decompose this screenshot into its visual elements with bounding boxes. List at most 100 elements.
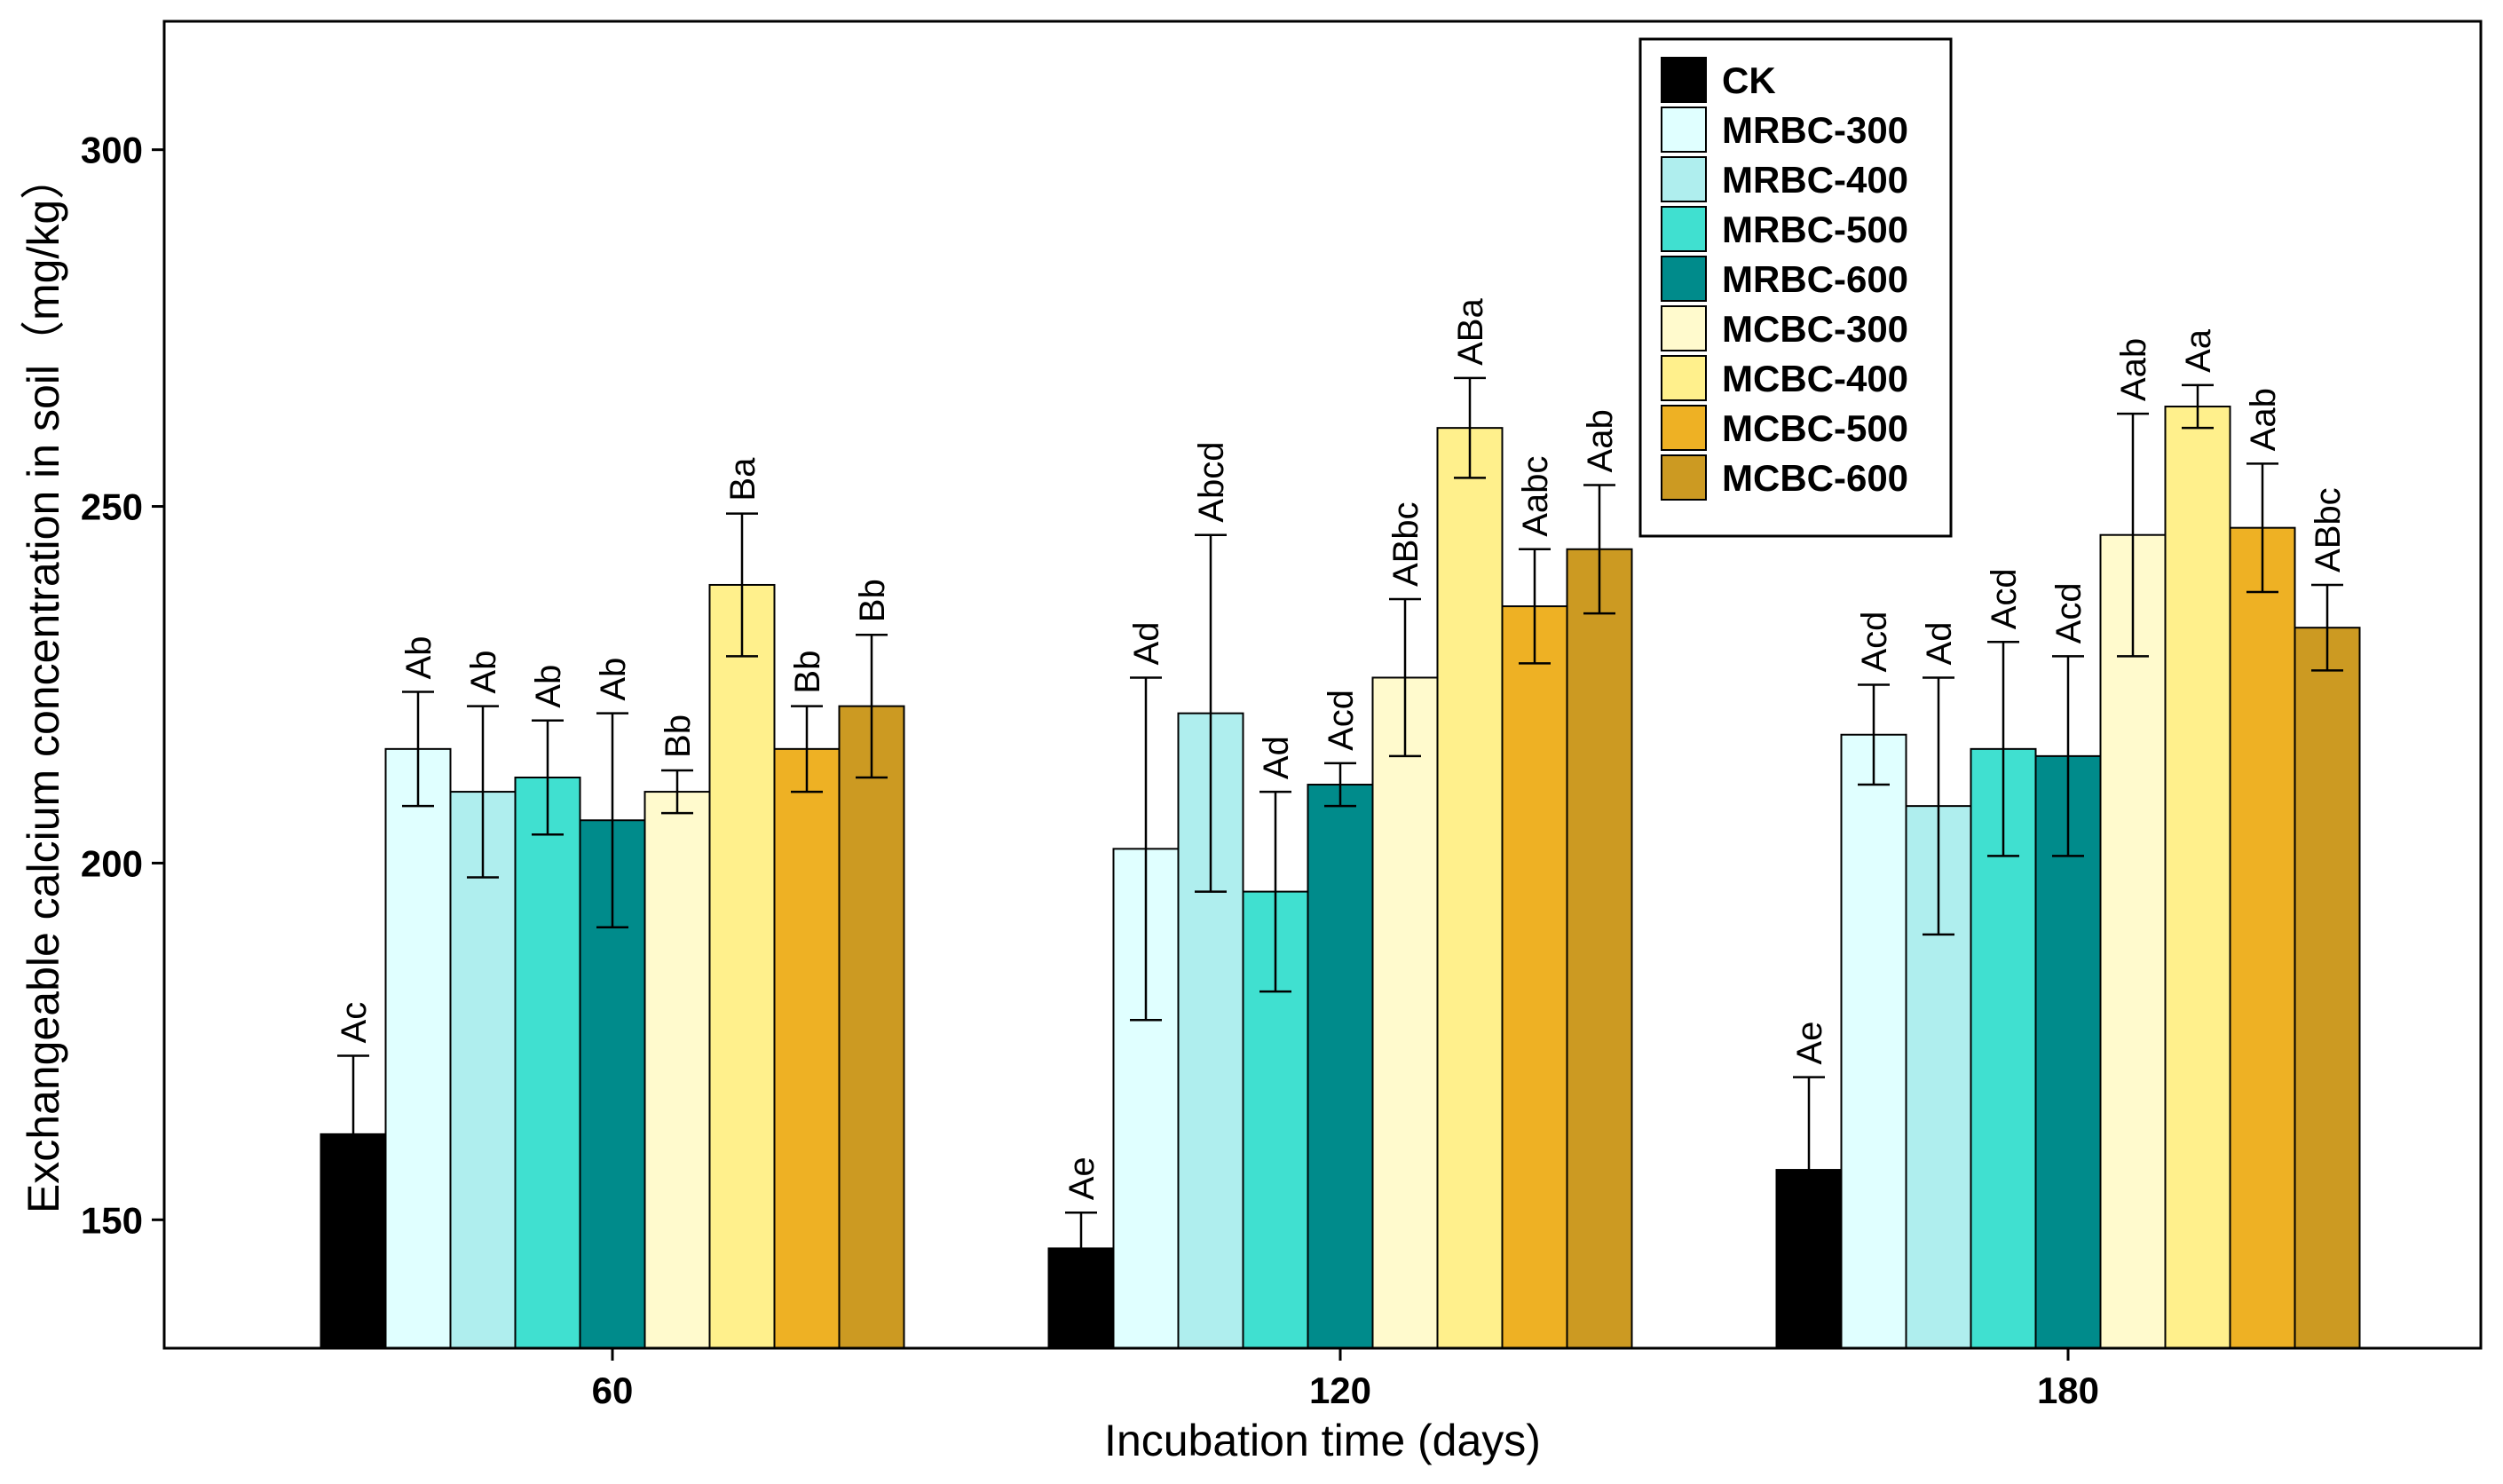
bar-mcbc-400-120: [1436, 427, 1504, 1350]
bar-mcbc-500-120: [1501, 605, 1568, 1349]
error-bar-mrbc-600-180: [2052, 655, 2084, 857]
error-bar-ck-120: [1065, 1212, 1097, 1285]
bar-mcbc-500-180: [2229, 526, 2296, 1349]
error-bar-mcbc-600-60: [856, 633, 888, 779]
sig-label-mrbc-500-120: Ad: [1257, 736, 1296, 779]
error-bar-mrbc-500-180: [1987, 641, 2019, 857]
sig-label-mrbc-300-60: Ab: [399, 636, 438, 680]
sig-label-mcbc-400-60: Ba: [723, 457, 762, 501]
legend-swatch-mcbc-400: [1661, 355, 1707, 401]
bar-mrbc-300-180: [1840, 733, 1907, 1349]
bar-mrbc-300-60: [384, 747, 452, 1349]
bar-mcbc-600-120: [1566, 548, 1633, 1349]
legend-label-mrbc-500: MRBC-500: [1722, 209, 1908, 250]
sig-label-ck-180: Ae: [1790, 1022, 1829, 1065]
sig-label-mrbc-400-120: Abcd: [1192, 442, 1231, 523]
legend-swatch-mrbc-500: [1661, 206, 1707, 252]
error-bar-mrbc-400-60: [467, 705, 499, 879]
error-bar-ck-60: [337, 1054, 369, 1214]
legend-label-mcbc-600: MCBC-600: [1722, 457, 1908, 499]
sig-label-mrbc-600-60: Ab: [594, 658, 633, 701]
legend-label-mrbc-400: MRBC-400: [1722, 159, 1908, 201]
bar-mcbc-400-180: [2164, 406, 2231, 1350]
error-bar-mcbc-500-180: [2246, 462, 2278, 594]
legend-swatch-mcbc-300: [1661, 305, 1707, 351]
plot-frame: [162, 20, 2483, 1350]
sig-label-mcbc-600-180: ABbc: [2309, 487, 2348, 572]
legend-swatch-ck: [1661, 57, 1707, 103]
bar-mrbc-600-120: [1307, 784, 1374, 1349]
bar-mcbc-500-60: [773, 747, 841, 1349]
error-bar-ck-180: [1793, 1076, 1825, 1264]
x-tick-label-60: 60: [592, 1370, 634, 1411]
y-axis-title: Exchangeable calcium concentration in so…: [19, 155, 68, 1213]
error-bar-mrbc-400-120: [1195, 533, 1227, 893]
error-bar-mcbc-500-60: [791, 705, 823, 793]
sig-label-mrbc-400-180: Ad: [1920, 622, 1959, 666]
y-tick-label-200: 200: [81, 842, 143, 884]
y-tick-label-150: 150: [81, 1199, 143, 1241]
legend-swatch-mcbc-600: [1661, 454, 1707, 501]
legend-swatch-mcbc-500: [1661, 405, 1707, 451]
error-bar-mcbc-600-120: [1583, 484, 1615, 615]
bars-layer: [320, 406, 2361, 1350]
sig-label-mcbc-600-60: Bb: [853, 579, 892, 622]
bar-mcbc-300-180: [2099, 533, 2167, 1349]
x-axis-title: Incubation time (days): [1104, 1416, 1541, 1465]
error-bar-mrbc-400-180: [1923, 676, 1954, 936]
error-bar-mcbc-300-180: [2117, 412, 2149, 658]
bar-mcbc-300-60: [644, 791, 711, 1349]
significance-labels-layer: Ac Ae Ae Ab Ad Acd Ab Abcd Ad Ab Ad Acd Ab Acd Acd Bb AB…: [335, 298, 2348, 1201]
y-tick-label-250: 250: [81, 486, 143, 528]
sig-label-mcbc-300-60: Bb: [659, 714, 698, 758]
sig-label-mcbc-500-180: Aab: [2244, 388, 2283, 451]
sig-label-mcbc-400-120: ABa: [1451, 298, 1490, 366]
error-bar-mcbc-300-60: [661, 769, 693, 815]
sig-label-mrbc-600-120: Acd: [1322, 690, 1361, 751]
sig-label-mcbc-300-180: Aab: [2114, 338, 2153, 401]
bar-mcbc-300-120: [1371, 676, 1439, 1349]
error-bar-mcbc-400-60: [726, 512, 758, 658]
legend-label-mcbc-500: MCBC-500: [1722, 407, 1908, 449]
error-bar-mrbc-500-120: [1259, 790, 1291, 993]
bar-mcbc-600-60: [838, 705, 905, 1349]
sig-label-mrbc-400-60: Ab: [464, 651, 503, 694]
legend-swatch-mrbc-400: [1661, 156, 1707, 202]
legend-label-ck: CK: [1722, 59, 1776, 101]
y-axis: 150 200 250 300: [81, 130, 164, 1241]
legend: CK MRBC-300 MRBC-400 MRBC-500 MRBC-600 MCBC-3…: [1638, 37, 1953, 538]
sig-label-mrbc-300-120: Ad: [1127, 622, 1166, 666]
sig-label-mcbc-500-60: Bb: [788, 651, 827, 694]
legend-label-mrbc-300: MRBC-300: [1722, 109, 1908, 151]
sig-label-mrbc-600-180: Acd: [2049, 582, 2088, 643]
sig-label-mcbc-500-120: Aabc: [1516, 456, 1555, 537]
sig-label-ck-120: Ae: [1062, 1156, 1101, 1200]
bar-mcbc-400-60: [708, 583, 776, 1349]
error-bar-mcbc-500-120: [1519, 548, 1551, 665]
sig-label-mcbc-600-120: Aab: [1581, 409, 1620, 472]
bar-mrbc-500-60: [514, 776, 581, 1349]
error-bar-mrbc-300-60: [402, 691, 434, 808]
legend-swatch-mrbc-600: [1661, 256, 1707, 302]
sig-label-mcbc-300-120: ABbc: [1386, 501, 1425, 587]
y-tick-label-300: 300: [81, 130, 143, 171]
legend-swatch-mrbc-300: [1661, 107, 1707, 153]
error-bars-layer: [337, 376, 2343, 1285]
legend-label-mcbc-400: MCBC-400: [1722, 358, 1908, 399]
error-bar-mcbc-600-180: [2311, 583, 2343, 672]
error-bar-mrbc-600-60: [596, 712, 628, 929]
error-bar-mrbc-500-60: [532, 719, 564, 836]
error-bar-mcbc-400-120: [1454, 376, 1486, 479]
sig-label-mrbc-500-180: Acd: [1985, 568, 2024, 629]
sig-label-mcbc-400-180: Aa: [2179, 328, 2218, 373]
error-bar-mrbc-300-180: [1858, 683, 1890, 786]
error-bar-mrbc-300-120: [1130, 676, 1162, 1022]
x-tick-label-120: 120: [1309, 1370, 1371, 1411]
error-bar-mcbc-300-120: [1389, 597, 1421, 758]
x-axis: 60 120 180: [592, 1348, 2099, 1411]
error-bar-mcbc-400-180: [2182, 383, 2214, 430]
error-bar-mrbc-600-120: [1324, 762, 1356, 808]
sig-label-mrbc-300-180: Acd: [1855, 612, 1894, 673]
x-tick-label-180: 180: [2037, 1370, 2099, 1411]
